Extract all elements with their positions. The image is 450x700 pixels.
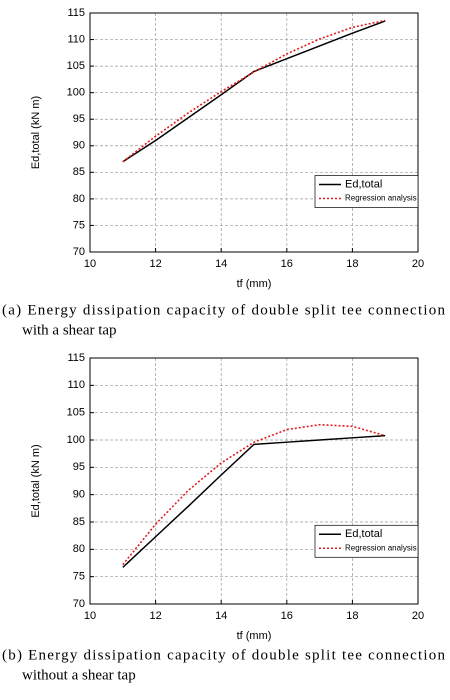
data-line xyxy=(122,434,386,568)
x-tick-label: 18 xyxy=(346,610,358,622)
data-line xyxy=(122,19,386,163)
y-tick-label: 70 xyxy=(73,598,85,610)
plot-frame xyxy=(89,357,419,605)
x-tick-label: 14 xyxy=(215,258,227,270)
y-tick-label: 80 xyxy=(73,543,85,555)
figure-caption: without a shear tap xyxy=(22,667,136,683)
y-tick-label: 95 xyxy=(73,113,85,125)
figure-caption: (a) Energy dissipation capacity of doubl… xyxy=(2,302,446,318)
y-tick-label: 90 xyxy=(73,140,85,152)
y-tick-label: 75 xyxy=(73,571,85,583)
y-tick-label: 110 xyxy=(67,33,85,45)
legend-box xyxy=(314,175,419,208)
figure-caption: with a shear tap xyxy=(22,322,117,338)
x-tick-label: 16 xyxy=(281,258,293,270)
x-tick-label: 10 xyxy=(84,258,96,270)
y-tick-label: 75 xyxy=(73,219,85,231)
y-tick-label: 105 xyxy=(67,407,85,419)
figure-caption: (b) Energy dissipation capacity of doubl… xyxy=(2,647,445,663)
x-tick-label: 18 xyxy=(346,258,358,270)
y-tick-label: 100 xyxy=(67,434,85,446)
chart: 70 75 80 85 90 95 100 105 110 115 10 12 14 16 18 20 tf (… xyxy=(2,352,445,684)
y-tick-label: 70 xyxy=(73,246,85,258)
legend-label: Regression analysis xyxy=(345,543,417,552)
chart: 70 75 80 85 90 95 100 105 110 115 10 12 14 16 18 20 tf (… xyxy=(2,7,446,339)
plot-frame xyxy=(89,12,419,253)
x-tick-label: 12 xyxy=(149,610,161,622)
x-tick-label: 12 xyxy=(149,258,161,270)
x-axis-label: tf (mm) xyxy=(237,630,272,642)
y-tick-label: 95 xyxy=(73,461,85,473)
y-tick-label: 115 xyxy=(67,7,85,19)
y-tick-label: 115 xyxy=(67,352,85,364)
y-tick-label: 100 xyxy=(67,87,85,99)
x-tick-label: 20 xyxy=(412,610,424,622)
legend-label: Ed,total xyxy=(345,528,382,540)
y-tick-label: 105 xyxy=(67,60,85,72)
legend-label: Ed,total xyxy=(345,178,382,190)
x-tick-label: 10 xyxy=(84,610,96,622)
y-axis-label: Ed,total (kN m) xyxy=(30,444,42,517)
y-tick-label: 110 xyxy=(67,379,85,391)
y-tick-label: 80 xyxy=(73,193,85,205)
y-tick-label: 85 xyxy=(73,166,85,178)
x-tick-label: 14 xyxy=(215,610,227,622)
data-line xyxy=(122,20,386,163)
data-line xyxy=(122,423,386,566)
y-tick-label: 85 xyxy=(73,516,85,528)
y-axis-label: Ed,total (kN m) xyxy=(30,96,42,169)
legend-box xyxy=(314,524,419,558)
x-axis-label: tf (mm) xyxy=(237,278,272,290)
legend-label: Regression analysis xyxy=(345,194,417,203)
y-tick-label: 90 xyxy=(73,489,85,501)
x-tick-label: 16 xyxy=(281,610,293,622)
x-tick-label: 20 xyxy=(412,258,424,270)
